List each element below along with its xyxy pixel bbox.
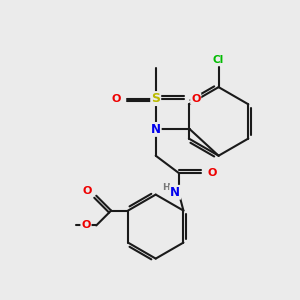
Text: H: H: [162, 183, 170, 192]
Text: Cl: Cl: [213, 55, 224, 65]
Text: O: O: [81, 220, 91, 230]
Text: N: N: [170, 186, 180, 199]
Text: S: S: [151, 92, 160, 105]
Text: O: O: [191, 94, 200, 103]
Text: N: N: [151, 123, 161, 136]
Text: O: O: [82, 186, 92, 196]
Text: O: O: [111, 94, 120, 103]
Text: O: O: [207, 168, 216, 178]
